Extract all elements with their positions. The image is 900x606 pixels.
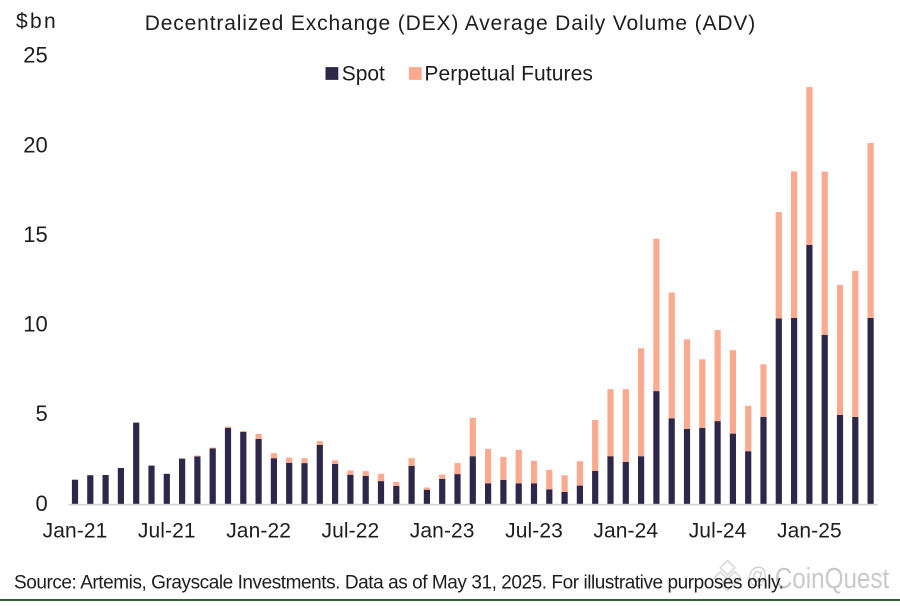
- svg-text:Jul-23: Jul-23: [505, 520, 563, 543]
- svg-text:0: 0: [35, 491, 47, 516]
- svg-text:20: 20: [23, 132, 47, 157]
- svg-text:@: @: [748, 563, 768, 589]
- svg-text:5: 5: [35, 401, 47, 426]
- svg-text:Jul-22: Jul-22: [322, 520, 380, 543]
- svg-text:Jan-23: Jan-23: [410, 520, 475, 543]
- svg-text:CoinQuest: CoinQuest: [775, 563, 890, 595]
- svg-text:Jan-22: Jan-22: [226, 520, 291, 543]
- svg-text:25: 25: [23, 43, 47, 68]
- svg-text:Source: Artemis, Grayscale Inv: Source: Artemis, Grayscale Investments. …: [14, 572, 783, 593]
- svg-text:Jan-24: Jan-24: [593, 520, 658, 543]
- svg-text:$bn: $bn: [16, 10, 58, 33]
- svg-text:15: 15: [23, 222, 47, 247]
- svg-text:10: 10: [23, 312, 47, 337]
- svg-text:Jan-21: Jan-21: [43, 520, 108, 543]
- svg-text:Jul-24: Jul-24: [689, 520, 747, 543]
- svg-text:Decentralized Exchange (DEX) A: Decentralized Exchange (DEX) Average Dai…: [145, 12, 756, 35]
- svg-text:Spot: Spot: [342, 62, 385, 85]
- svg-text:Jan-25: Jan-25: [777, 520, 842, 543]
- svg-text:Jul-21: Jul-21: [138, 520, 196, 543]
- svg-text:Perpetual Futures: Perpetual Futures: [424, 62, 593, 85]
